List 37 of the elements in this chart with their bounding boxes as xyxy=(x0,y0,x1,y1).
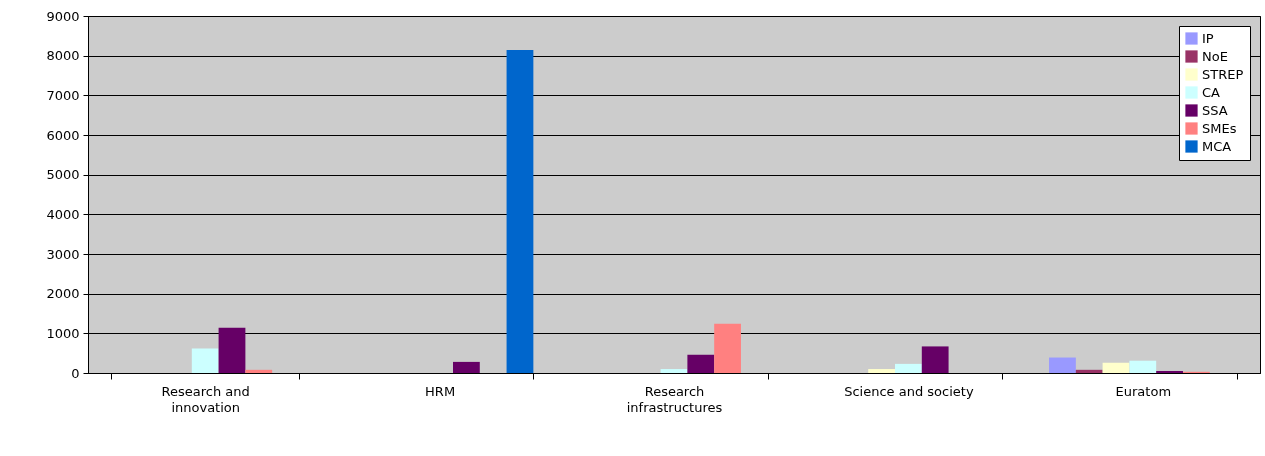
y-tick-label: 2000 xyxy=(46,286,80,302)
y-tick-label: 7000 xyxy=(46,87,80,103)
bar xyxy=(660,369,688,373)
bar xyxy=(895,363,922,373)
legend-label: SMEs xyxy=(1202,120,1237,136)
y-tick-label: 9000 xyxy=(46,8,80,24)
legend-label: CA xyxy=(1202,84,1221,100)
legend-label: IP xyxy=(1202,30,1214,46)
legend-label: NoE xyxy=(1202,48,1228,64)
legend-label: SSA xyxy=(1202,102,1228,118)
y-tick-label: 5000 xyxy=(46,167,80,183)
bar xyxy=(687,354,715,373)
bar xyxy=(218,327,246,373)
bar xyxy=(245,369,273,373)
y-tick-label: 0 xyxy=(71,365,80,381)
x-tick-label: Euratom xyxy=(1115,383,1172,399)
y-tick-label: 4000 xyxy=(46,206,80,222)
bar xyxy=(921,346,949,373)
bar xyxy=(1102,362,1130,373)
bar xyxy=(452,361,480,373)
y-tick-label: 8000 xyxy=(46,48,80,64)
bar xyxy=(1049,357,1076,373)
x-tick-label: HRM xyxy=(425,383,456,399)
bar xyxy=(1075,369,1103,373)
legend-label: STREP xyxy=(1202,66,1244,82)
legend-label: MCA xyxy=(1202,138,1232,154)
x-tick-label: Research and innovation xyxy=(161,383,250,415)
x-tick-label: Research infrastructures xyxy=(626,383,723,415)
bar xyxy=(1129,360,1157,373)
bar xyxy=(191,348,219,373)
x-tick-label: Science and society xyxy=(844,383,974,399)
y-tick-label: 6000 xyxy=(46,127,80,143)
y-tick-label: 1000 xyxy=(46,325,80,341)
bar xyxy=(506,50,534,373)
y-tick-label: 3000 xyxy=(46,246,80,262)
bar xyxy=(714,323,741,373)
bar xyxy=(868,369,896,373)
